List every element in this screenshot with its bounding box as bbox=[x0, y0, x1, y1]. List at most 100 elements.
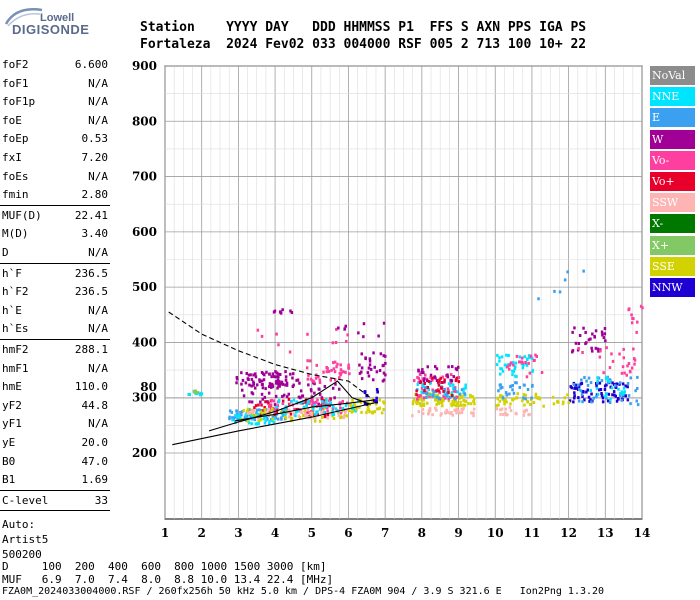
data-point-nnw bbox=[600, 394, 604, 398]
param-separator bbox=[0, 262, 110, 264]
param-label: fmin bbox=[2, 188, 29, 202]
data-point-e bbox=[501, 385, 504, 389]
y-tick-label: 800 bbox=[132, 114, 157, 128]
param-label: foE bbox=[2, 113, 22, 127]
data-point-nne bbox=[596, 392, 600, 396]
data-point-w bbox=[426, 365, 429, 369]
param-value: N/A bbox=[88, 322, 108, 336]
data-point-vo- bbox=[439, 376, 442, 380]
data-point-e bbox=[580, 378, 583, 382]
data-point-vo- bbox=[339, 406, 342, 410]
data-point-e bbox=[511, 384, 514, 387]
data-point-vo- bbox=[627, 362, 631, 365]
y-tick-label: 500 bbox=[132, 280, 157, 294]
data-point-e bbox=[606, 381, 610, 385]
data-point-vo- bbox=[308, 414, 312, 418]
data-point-w bbox=[422, 379, 426, 383]
lower-trace-line bbox=[172, 401, 378, 446]
param-label: B1 bbox=[2, 473, 16, 487]
data-point-w bbox=[574, 341, 578, 345]
data-point-vo- bbox=[322, 399, 326, 403]
data-point-sse bbox=[374, 402, 378, 406]
data-point-vo- bbox=[420, 386, 424, 390]
data-point-ssw bbox=[421, 408, 425, 411]
data-point-vo- bbox=[632, 347, 635, 351]
data-point-vo- bbox=[608, 366, 612, 370]
data-point-sse bbox=[368, 410, 371, 414]
data-point-nne bbox=[262, 417, 266, 421]
legend-item-vo-: Vo- bbox=[650, 150, 695, 170]
data-point-vo- bbox=[622, 347, 625, 351]
data-point-vo- bbox=[335, 327, 338, 331]
data-point-nne bbox=[312, 407, 315, 411]
data-point-sse bbox=[411, 402, 415, 406]
data-point-vo- bbox=[534, 353, 537, 357]
data-point-nnw bbox=[375, 399, 378, 403]
data-point-w bbox=[426, 379, 429, 383]
data-point-nne bbox=[500, 355, 504, 359]
data-point-nne bbox=[331, 405, 335, 409]
data-point-vo- bbox=[636, 320, 639, 324]
data-point-sse bbox=[523, 403, 526, 407]
data-point-e bbox=[596, 381, 599, 385]
data-point-ssw bbox=[472, 411, 475, 415]
data-point-vo- bbox=[630, 313, 633, 317]
data-point-vo- bbox=[416, 376, 419, 379]
data-point-vo- bbox=[413, 379, 416, 383]
data-point-vo- bbox=[524, 361, 527, 364]
data-point-vo- bbox=[335, 409, 339, 413]
data-point-ssw bbox=[337, 414, 340, 417]
data-point-sse bbox=[378, 398, 381, 402]
data-point-w bbox=[373, 365, 376, 369]
data-point-sse bbox=[348, 409, 351, 412]
data-point-vo- bbox=[450, 394, 454, 397]
data-point-e bbox=[230, 410, 233, 414]
data-point-w bbox=[421, 368, 424, 372]
data-point-x- bbox=[196, 391, 200, 395]
data-point-w bbox=[245, 372, 248, 375]
data-point-vo- bbox=[435, 389, 438, 393]
data-point-nnw bbox=[376, 390, 379, 394]
x-tick-label: 3 bbox=[234, 526, 242, 540]
data-point-vo- bbox=[272, 399, 275, 403]
data-point-nnw bbox=[624, 394, 627, 398]
data-point-nne bbox=[256, 412, 260, 416]
data-point-nnw bbox=[569, 385, 572, 389]
data-point-vo- bbox=[417, 381, 420, 384]
data-point-w bbox=[242, 394, 246, 398]
data-point-sse bbox=[515, 396, 518, 400]
data-point-e bbox=[626, 382, 630, 385]
data-point-vo- bbox=[630, 366, 634, 370]
data-point-ssw bbox=[495, 407, 499, 411]
data-point-w bbox=[254, 375, 258, 379]
data-point-sse bbox=[290, 417, 294, 421]
data-point-e bbox=[280, 416, 283, 420]
data-point-w bbox=[267, 391, 271, 395]
data-point-vo- bbox=[317, 375, 320, 379]
data-point-ssw bbox=[454, 408, 458, 412]
data-point-nne bbox=[503, 363, 507, 367]
data-point-sse bbox=[440, 401, 444, 405]
param-row-yf1: yF1 N/A bbox=[2, 417, 108, 435]
data-point-vo- bbox=[326, 413, 330, 417]
data-point-w bbox=[423, 377, 426, 381]
x-tick-label: 7 bbox=[381, 526, 389, 540]
data-point-w bbox=[268, 382, 272, 386]
data-point-w bbox=[260, 379, 263, 383]
data-point-sse bbox=[498, 399, 501, 403]
data-point-vo- bbox=[342, 370, 345, 374]
data-point-vo- bbox=[622, 356, 625, 360]
data-point-sse bbox=[563, 396, 566, 400]
param-row-d: D N/A bbox=[2, 246, 108, 264]
data-point-vo- bbox=[415, 393, 418, 397]
data-point-nne bbox=[513, 367, 517, 371]
data-point-w bbox=[571, 330, 574, 334]
data-point-w bbox=[602, 336, 606, 340]
data-point-w bbox=[281, 308, 284, 312]
data-point-nne bbox=[305, 404, 308, 407]
data-point-e bbox=[460, 388, 464, 392]
data-point-vo- bbox=[509, 361, 513, 365]
param-row-hf2: h`F2 236.5 bbox=[2, 285, 108, 303]
data-point-vo- bbox=[529, 354, 533, 358]
data-point-nne bbox=[456, 390, 459, 394]
